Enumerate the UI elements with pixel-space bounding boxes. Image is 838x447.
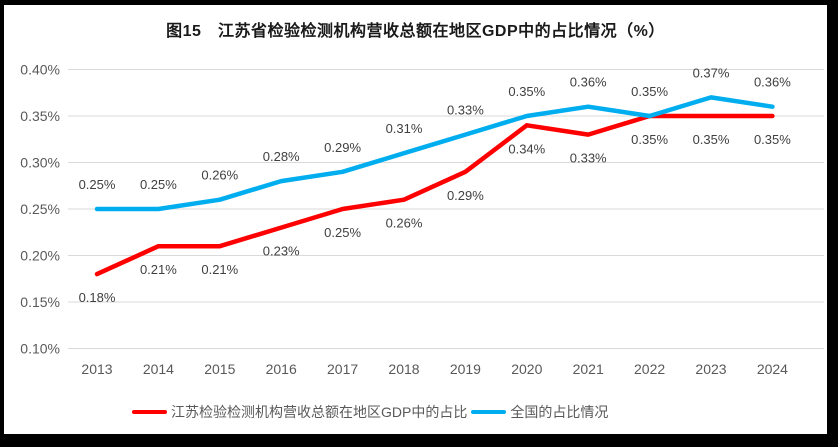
data-label: 0.33% [570,151,607,166]
x-axis-tick-label: 2021 [573,361,604,377]
data-label: 0.31% [386,121,423,136]
x-axis-tick-label: 2015 [204,361,235,377]
x-axis-tick-label: 2023 [695,361,726,377]
data-label: 0.23% [263,244,300,259]
data-label: 0.37% [693,65,730,80]
y-axis-tick-label: 0.10% [20,341,60,357]
legend-item-jiangsu: 江苏检验检测机构营收总额在地区GDP中的占比 [132,402,467,422]
series-line-0 [94,113,775,277]
data-label: 0.18% [79,290,116,305]
y-axis-tick-label: 0.20% [20,248,60,264]
data-label: 0.35% [631,132,668,147]
legend-item-national: 全国的占比情况 [471,402,608,422]
data-label: 0.36% [570,75,607,90]
x-axis-tick-label: 2014 [143,361,174,377]
x-axis-tick-label: 2020 [511,361,542,377]
data-label: 0.35% [754,132,791,147]
data-label: 0.28% [263,149,300,164]
x-axis-tick-label: 2019 [450,361,481,377]
x-axis-tick-label: 2016 [266,361,297,377]
x-axis-tick-label: 2022 [634,361,665,377]
series-line-1 [94,95,775,212]
chart-title: 图15 江苏省检验检测机构营收总额在地区GDP中的占比情况（%） [166,23,665,40]
y-axis-tick-label: 0.40% [20,62,60,78]
data-label: 0.25% [140,177,177,192]
y-axis-tick-label: 0.25% [20,201,60,217]
data-label: 0.35% [631,84,668,99]
data-label: 0.34% [508,141,545,156]
data-label: 0.25% [324,225,361,240]
legend-label-national: 全国的占比情况 [510,404,609,420]
data-label: 0.35% [508,84,545,99]
x-axis-tick-label: 2013 [81,361,112,377]
data-label: 0.35% [693,132,730,147]
data-label: 0.25% [79,177,116,192]
legend-line-swatch-jiangsu [132,410,167,414]
y-axis-tick-label: 0.15% [20,294,60,310]
x-axis-tick-label: 2024 [757,361,788,377]
data-label: 0.26% [386,216,423,231]
data-label: 0.33% [447,103,484,118]
chart-area: 图15 江苏省检验检测机构营收总额在地区GDP中的占比情况（%） 0.40% 0.… [4,5,827,434]
data-label: 0.36% [754,75,791,90]
data-label: 0.21% [201,262,238,277]
y-axis-tick-label: 0.30% [20,155,60,171]
legend-line-swatch-national [471,410,507,414]
legend: 江苏检验检测机构营收总额在地区GDP中的占比 全国的占比情况 [132,401,608,423]
data-label: 0.26% [201,168,238,183]
x-axis-tick-label: 2018 [388,361,419,377]
line-chart-svg: 0.40% 0.35% 0.30% 0.25% 0.20% 0.15% 0.10% 2013 2… [20,62,824,377]
x-axis-tick-label: 2017 [327,361,358,377]
y-axis-tick-label: 0.35% [20,108,60,124]
data-label: 0.29% [324,140,361,155]
data-label: 0.21% [140,262,177,277]
legend-label-jiangsu: 江苏检验检测机构营收总额在地区GDP中的占比 [171,404,468,420]
data-label: 0.29% [447,188,484,203]
